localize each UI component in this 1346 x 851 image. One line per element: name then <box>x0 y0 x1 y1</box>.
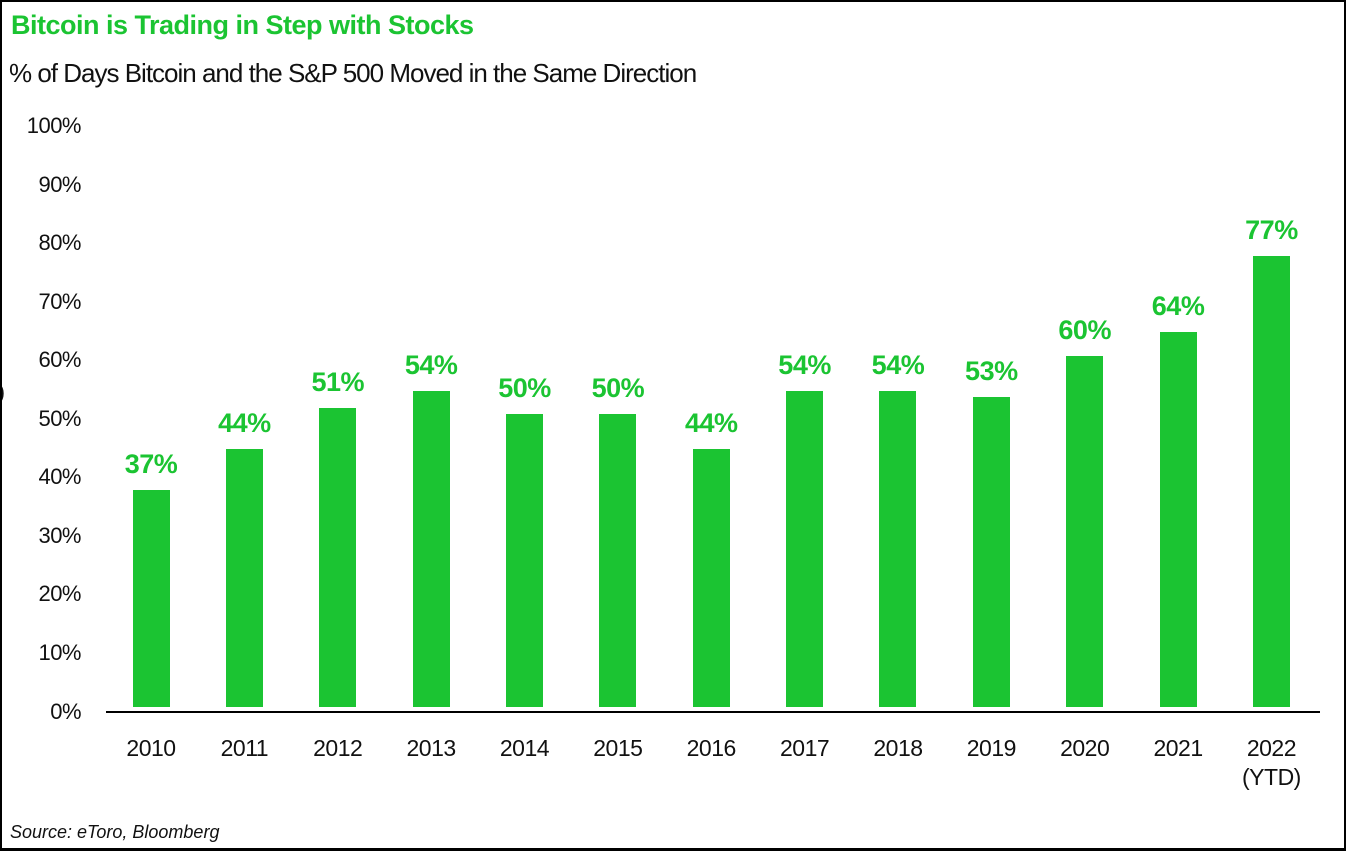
x-axis-tick-label: 2010 <box>126 735 176 761</box>
bar-column: 54% <box>759 350 851 707</box>
x-axis-tick-label: 2015 <box>593 735 643 761</box>
bar-column: 77% <box>1225 215 1317 707</box>
y-axis-clipped-label: ) <box>2 381 5 405</box>
y-axis-tick-label: 40% <box>38 464 81 490</box>
bar-value-label: 77% <box>1245 215 1298 246</box>
chart-subtitle: % of Days Bitcoin and the S&P 500 Moved … <box>9 58 697 88</box>
x-axis-tick-label: 2019 <box>966 735 1017 761</box>
bar-2012 <box>319 408 357 707</box>
bar-2017 <box>786 390 824 707</box>
bar-2022 <box>1252 256 1290 707</box>
x-axis-tick-label: 2021 <box>1153 735 1203 761</box>
bar-value-label: 44% <box>684 408 738 439</box>
bar-value-label: 54% <box>871 349 925 380</box>
bar-2021 <box>1159 332 1197 707</box>
bar-2015 <box>599 414 637 707</box>
bar-value-label: 51% <box>311 367 364 398</box>
bar-value-label: 37% <box>124 449 178 480</box>
y-axis-tick-label: 0% <box>50 698 81 724</box>
y-axis-tick-label: 90% <box>38 171 81 197</box>
bar-value-label: 54% <box>404 349 458 380</box>
bar-2010 <box>132 490 170 707</box>
bar-column: 54% <box>385 350 477 707</box>
bar-column: 44% <box>665 408 757 707</box>
bar-column: 60% <box>1039 315 1131 707</box>
y-axis-tick-label: 80% <box>38 230 81 256</box>
x-axis-tick-label: 2013 <box>406 735 457 761</box>
chart-title: Bitcoin is Trading in Step with Stocks <box>11 10 474 40</box>
x-axis-tick-label: 2016 <box>686 735 737 761</box>
bar-2019 <box>972 396 1010 707</box>
bar-column: 54% <box>852 350 944 707</box>
x-axis-tick-label: 2017 <box>779 735 830 761</box>
y-axis-tick-label: 20% <box>38 581 81 607</box>
x-axis-tick-label: 2022 (YTD) <box>1242 735 1301 790</box>
bar-value-label: 50% <box>498 373 551 404</box>
bar-value-label: 64% <box>1151 291 1205 322</box>
y-axis-tick-label: 10% <box>38 639 81 665</box>
x-axis-line <box>106 711 1320 713</box>
y-axis-tick-label: 60% <box>38 347 81 373</box>
bar-value-label: 50% <box>591 373 645 404</box>
bar-value-label: 44% <box>218 408 271 439</box>
bar-2011 <box>225 449 263 707</box>
y-axis-tick-label: 50% <box>38 405 81 431</box>
bar-2016 <box>692 449 730 707</box>
source-note: Source: eToro, Bloomberg <box>10 822 220 842</box>
y-axis-tick-label: 100% <box>26 113 82 138</box>
x-axis-tick-label: 2011 <box>220 735 269 761</box>
bar-value-label: 54% <box>778 349 831 380</box>
bar-2013 <box>412 390 450 707</box>
y-axis-tick-label: 70% <box>38 288 81 314</box>
bar-column: 64% <box>1132 291 1224 707</box>
bar-column: 53% <box>945 356 1037 707</box>
bar-column: 44% <box>198 408 290 707</box>
bar-column: 50% <box>478 373 570 707</box>
bar-2018 <box>879 390 917 707</box>
x-axis-tick-label: 2018 <box>873 735 923 761</box>
bar-2014 <box>505 414 543 707</box>
x-axis-tick-label: 2012 <box>313 735 363 761</box>
bar-value-label: 53% <box>965 355 1018 386</box>
y-axis-tick-label: 30% <box>38 522 81 548</box>
x-axis-tick-label: 2014 <box>499 735 550 761</box>
bar-column: 37% <box>105 449 197 707</box>
x-axis-tick-label: 2020 <box>1060 735 1110 761</box>
bar-2020 <box>1066 355 1104 707</box>
bar-column: 51% <box>292 367 384 707</box>
bar-column: 50% <box>572 373 664 707</box>
bar-value-label: 60% <box>1058 314 1111 345</box>
